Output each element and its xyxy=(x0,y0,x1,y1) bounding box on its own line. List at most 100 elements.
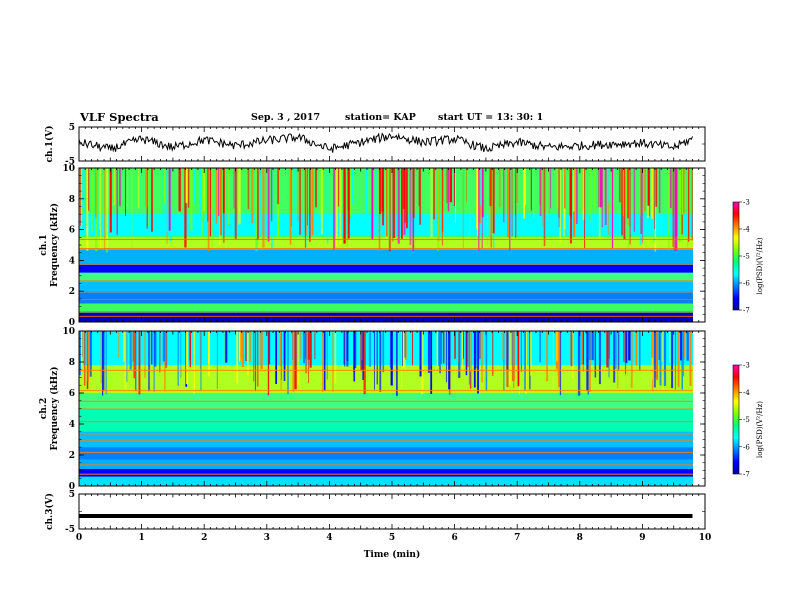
ch2-spectrogram-streak xyxy=(458,331,460,373)
ch2-spectrogram-streak xyxy=(402,331,405,368)
ch1-spectrogram-streak xyxy=(311,168,314,236)
ch1-spectrogram-streak xyxy=(326,168,329,244)
ch1-spectrogram-streak xyxy=(642,168,644,243)
ch1-spectrogram-streak xyxy=(81,168,84,208)
ch1-waveform-y-tick-label: -5 xyxy=(65,157,75,167)
ch2-spectrogram-streak xyxy=(239,331,242,359)
ch2-spectrogram-streak xyxy=(308,331,309,384)
ch2-spectrogram-streak xyxy=(154,331,157,367)
ch2-spectrogram-streak xyxy=(658,331,660,360)
ch1-spectrogram-streak xyxy=(335,168,338,247)
ch1-spectrogram-streak xyxy=(116,168,118,235)
ch2-spectrogram-streak xyxy=(609,331,611,359)
ch2-spectrogram-streak xyxy=(225,331,228,363)
ch1-spectrogram-streak xyxy=(430,168,433,238)
ch1-spectrogram-streak xyxy=(238,168,241,225)
ch1-spectrogram-y-tick-label: 4 xyxy=(69,256,75,266)
ch2-spectrogram-streak xyxy=(442,331,445,364)
ch1-spectrogram-streak xyxy=(675,168,678,251)
ch2-spectrogram-streak xyxy=(362,331,364,380)
ch2-spectrogram-streak xyxy=(200,331,202,391)
ch1-spectrogram-y-tick-label: 10 xyxy=(62,164,75,174)
ch2-spectrogram-streak xyxy=(353,331,355,372)
ch2-spectrogram-line xyxy=(79,369,693,371)
ch1-spectrogram-streak xyxy=(604,168,607,225)
ch1-spectrogram-line xyxy=(79,315,693,318)
ch2-spectrogram-streak xyxy=(332,331,334,392)
ch1-spectrogram-streak xyxy=(392,168,394,242)
ch2-spectrogram-streak xyxy=(577,331,581,396)
ch1-spectrogram-streak xyxy=(193,168,196,204)
ch2-spectrogram-streak xyxy=(674,331,676,390)
ch2-spectrogram-line xyxy=(79,464,693,466)
x-tick-label: 7 xyxy=(514,533,520,543)
ch2-spectrogram-streak xyxy=(485,331,488,391)
ch1-spectrogram-y-label: Frequency (kHz) xyxy=(49,203,60,287)
ch2-spectrogram-colorbar-tick-label: -5 xyxy=(743,416,750,424)
ch1-spectrogram-streak xyxy=(86,168,89,251)
ch1-spectrogram-streak xyxy=(114,168,116,204)
ch1-spectrogram-streak xyxy=(299,168,301,235)
ch1-spectrogram-streak xyxy=(339,168,342,245)
ch1-spectrogram-streak xyxy=(388,168,390,238)
ch2-spectrogram-streak xyxy=(79,331,81,376)
ch1-spectrogram-streak xyxy=(297,168,299,221)
ch2-spectrogram-streak xyxy=(588,331,591,360)
ch2-spectrogram-streak xyxy=(239,331,241,362)
ch2-spectrogram-streak xyxy=(506,331,509,387)
ch2-spectrogram-streak xyxy=(379,331,382,392)
ch1-spectrogram-streak xyxy=(309,168,311,242)
ch2-spectrogram-streak xyxy=(87,331,89,382)
ch2-spectrogram-streak xyxy=(671,331,674,389)
ch2-spectrogram-streak xyxy=(662,331,664,390)
ch2-spectrogram-streak xyxy=(360,331,363,371)
ch1-spectrogram-streak xyxy=(349,168,352,218)
ch2-spectrogram-streak xyxy=(587,331,589,395)
ch2-spectrogram-streak xyxy=(275,331,277,384)
ch2-spectrogram-y-tick-label: 2 xyxy=(69,451,75,461)
ch1-spectrogram-streak xyxy=(260,168,262,232)
ch1-spectrogram-band xyxy=(79,237,693,250)
ch2-spectrogram-streak xyxy=(247,331,249,376)
ch2-spectrogram-streak xyxy=(189,331,191,368)
ch1-spectrogram-streak xyxy=(165,168,168,232)
ch2-spectrogram-streak xyxy=(165,331,168,368)
ch1-spectrogram-streak xyxy=(119,168,121,207)
ch1-spectrogram-line xyxy=(79,291,693,293)
ch1-spectrogram-streak xyxy=(222,168,225,214)
ch1-spectrogram-streak xyxy=(87,168,90,211)
ch1-spectrogram-streak xyxy=(139,168,141,216)
ch2-spectrogram-colorbar-label: log(PSD)(V²/Hz) xyxy=(756,401,764,458)
ch2-spectrogram-streak xyxy=(475,331,477,369)
ch1-spectrogram-streak xyxy=(573,168,575,212)
ch1-spectrogram-streak xyxy=(539,168,542,217)
ch1-spectrogram-streak xyxy=(296,168,298,205)
ch1-spectrogram-streak xyxy=(369,168,370,213)
ch1-spectrogram-streak xyxy=(402,168,405,210)
x-tick-label: 5 xyxy=(389,533,395,543)
ch1-spectrogram-streak xyxy=(251,168,254,224)
ch2-spectrogram-streak xyxy=(309,331,312,368)
ch2-spectrogram-streak xyxy=(586,331,588,392)
ch2-spectrogram-streak xyxy=(343,331,345,365)
ch1-spectrogram-streak xyxy=(289,168,292,245)
ch2-spectrogram-streak xyxy=(502,331,505,360)
ch2-spectrogram-y-tick-label: 0 xyxy=(69,482,75,492)
ch1-spectrogram-streak xyxy=(106,168,109,248)
ch2-spectrogram-streak xyxy=(529,331,531,390)
ch2-spectrogram-streak xyxy=(280,331,282,390)
ch1-waveform-y-tick-label: 5 xyxy=(69,123,75,133)
ch1-spectrogram-streak xyxy=(163,168,166,204)
ch2-spectrogram-streak xyxy=(185,331,189,385)
ch1-spectrogram-band xyxy=(79,272,693,282)
ch1-spectrogram-streak xyxy=(542,168,544,227)
ch2-spectrogram-streak xyxy=(466,331,469,368)
ch1-spectrogram-streak xyxy=(294,168,296,213)
ch2-spectrogram-band xyxy=(79,447,693,460)
ch1-spectrogram-streak xyxy=(622,168,624,216)
ch1-spectrogram-streak xyxy=(466,168,468,209)
ch2-spectrogram-streak xyxy=(445,331,448,383)
ch3-waveform-y-label: ch.3(V) xyxy=(44,493,55,530)
ch2-spectrogram-streak xyxy=(520,331,522,372)
ch1-spectrogram-streak xyxy=(168,168,170,203)
